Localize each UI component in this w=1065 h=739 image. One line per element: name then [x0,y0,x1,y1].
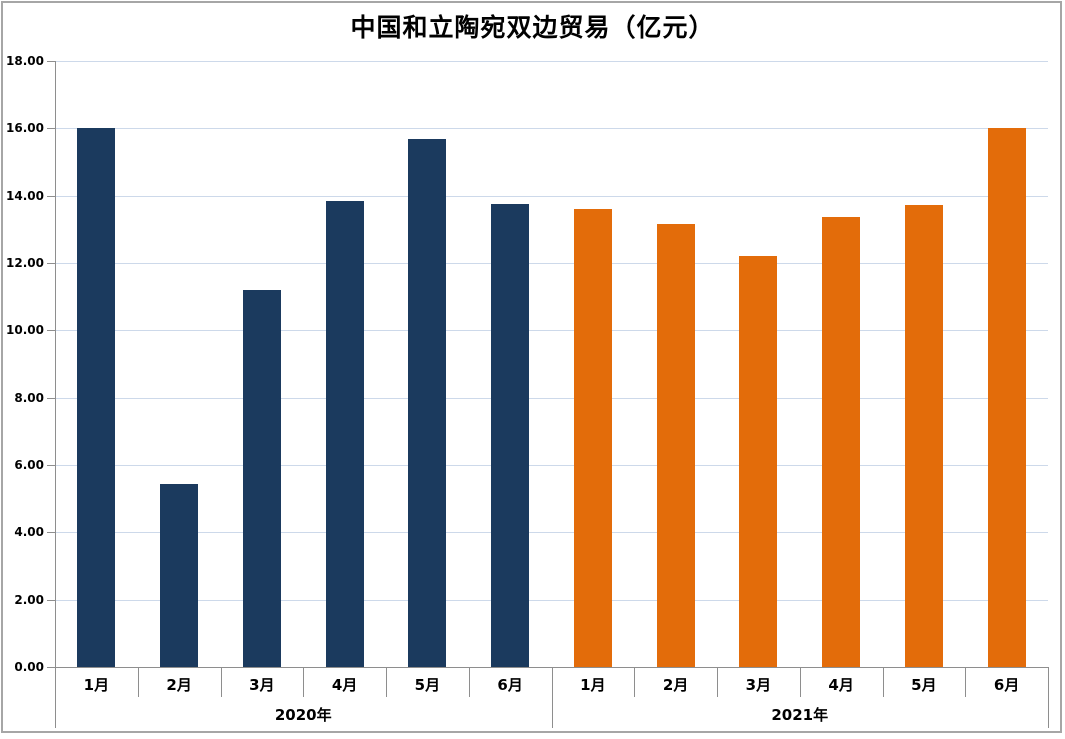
y-axis-tick-label: 18.00 [6,54,44,68]
bar-2020年-5月 [408,139,447,667]
y-gridline [56,330,1048,332]
x-axis-month-label: 4月 [331,676,358,694]
y-gridline [56,599,1048,601]
y-axis-tick-label: 0.00 [14,660,44,674]
y-axis-tick [47,330,55,332]
x-axis-month-label: 1月 [83,676,110,694]
y-axis-tick [47,532,55,534]
bar-2020年-2月 [160,483,199,667]
x-axis-month-label: 2月 [166,676,192,694]
x-axis-year-label: 2020年 [274,706,332,724]
month-separator [303,667,305,697]
chart-title: 中国和立陶宛双边贸易（亿元） [350,13,715,42]
y-gridline [56,397,1048,399]
year-separator [1048,667,1049,728]
y-axis-line [55,61,56,667]
y-gridline [56,195,1048,197]
y-axis-tick-label: 16.00 [6,121,44,136]
y-axis-tick [47,61,55,62]
month-separator [634,667,636,697]
y-axis-tick-label: 4.00 [14,525,44,540]
y-axis-tick-label: 12.00 [6,256,44,270]
bar-2020年-4月 [325,200,364,667]
x-axis-month-label: 3月 [745,676,772,694]
month-separator [137,667,139,697]
x-axis-month-label: 2月 [662,676,689,694]
x-axis-month-label: 5月 [414,676,441,694]
y-axis-tick [47,667,55,668]
bar-2021年-3月 [739,256,778,667]
y-axis-tick-label: 10.00 [6,323,44,338]
y-gridline [56,263,1048,264]
y-axis-tick-label: 6.00 [14,458,44,472]
bar-2021年-1月 [573,209,612,667]
month-separator [717,667,718,697]
x-axis-month-label: 4月 [828,676,854,694]
y-gridline [56,465,1048,466]
y-axis-tick [47,195,55,197]
month-separator [386,667,387,697]
year-separator [551,667,553,728]
month-separator [468,667,470,697]
month-separator [882,667,884,697]
month-separator [799,667,801,697]
bar-2020年-6月 [491,204,530,667]
bar-2020年-3月 [242,289,281,667]
x-axis-month-label: 1月 [580,676,606,694]
bar-2021年-5月 [904,205,943,667]
y-gridline [56,532,1048,534]
y-axis-tick [47,465,55,466]
y-axis-tick-label: 14.00 [6,188,44,203]
bar-2020年-1月 [77,128,116,667]
x-axis-month-label: 6月 [993,676,1020,694]
x-axis-month-label: 5月 [911,676,937,694]
y-axis-tick [47,599,55,601]
y-axis-tick-label: 2.00 [14,592,44,607]
x-axis-month-label: 3月 [249,676,275,694]
y-axis-tick-label: 8.00 [14,390,44,405]
y-axis-tick [47,397,55,399]
y-gridline [56,128,1048,130]
y-axis-tick [47,128,55,130]
x-axis-year-label: 2021年 [771,706,829,724]
year-separator [55,667,56,728]
month-separator [220,667,222,697]
y-axis-tick [47,263,55,264]
bar-2021年-4月 [822,216,861,667]
bar-2021年-2月 [656,224,695,667]
month-separator [965,667,967,697]
x-axis-month-label: 6月 [497,676,523,694]
bar-2021年-6月 [987,128,1026,667]
y-gridline [56,61,1048,62]
